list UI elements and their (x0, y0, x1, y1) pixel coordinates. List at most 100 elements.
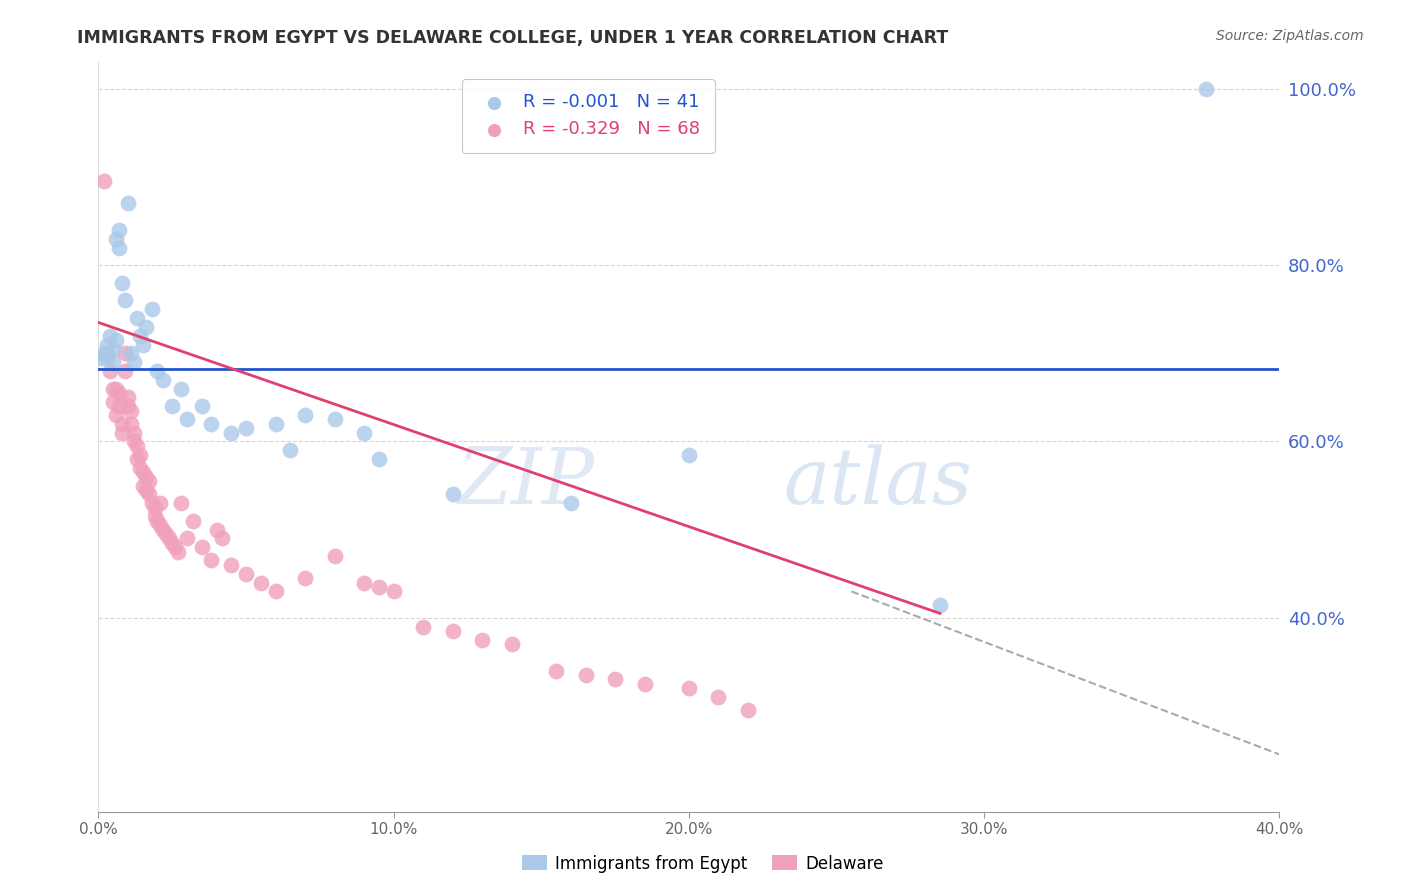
Point (353, 575, 375, 590)
Point (111, 417, 134, 431)
Point (114, 364, 136, 378)
Point (117, 391, 139, 405)
Point (93, 174, 115, 188)
Point (103, 382, 125, 396)
Point (323, 549, 346, 563)
Point (103, 342, 125, 356)
Point (114, 293, 136, 308)
Point (353, 425, 375, 440)
Point (501, 637, 523, 651)
Point (155, 527, 177, 541)
Point (634, 677, 657, 691)
Point (141, 496, 163, 510)
Point (205, 523, 228, 537)
Point (132, 478, 155, 492)
Text: Source: ZipAtlas.com: Source: ZipAtlas.com (1216, 29, 1364, 43)
Point (120, 346, 142, 360)
Point (250, 575, 273, 590)
Point (200, 553, 222, 567)
Point (135, 319, 157, 334)
Point (368, 580, 391, 594)
Point (132, 337, 155, 351)
Point (294, 408, 316, 422)
Point (471, 632, 494, 647)
Point (98, 364, 121, 378)
Point (105, 382, 128, 396)
Point (108, 223, 131, 237)
Point (221, 425, 243, 440)
Point (200, 417, 222, 431)
Point (128, 448, 150, 462)
Point (146, 514, 169, 528)
Point (128, 461, 150, 475)
Point (191, 399, 214, 413)
Point (141, 302, 163, 317)
Point (737, 703, 759, 717)
Point (111, 276, 134, 290)
Legend: Immigrants from Egypt, Delaware: Immigrants from Egypt, Delaware (515, 848, 891, 880)
Point (294, 571, 316, 585)
Point (103, 355, 125, 369)
Point (170, 382, 193, 396)
Point (122, 425, 145, 440)
Point (678, 681, 700, 696)
Point (157, 532, 180, 546)
Point (211, 532, 233, 546)
Point (575, 668, 598, 682)
Point (280, 443, 302, 458)
Point (170, 496, 193, 510)
Point (181, 514, 204, 528)
Point (162, 399, 183, 413)
Point (235, 566, 257, 581)
Point (167, 544, 190, 558)
Point (264, 417, 287, 431)
Point (146, 364, 169, 378)
Point (678, 448, 700, 462)
Point (138, 474, 160, 488)
Point (368, 452, 391, 467)
Point (105, 333, 128, 347)
Point (108, 241, 131, 255)
Point (546, 664, 568, 678)
Point (108, 399, 131, 413)
Point (235, 421, 257, 435)
Point (125, 439, 148, 453)
Point (114, 346, 136, 360)
Point (96, 337, 118, 351)
Point (149, 518, 172, 533)
Text: IMMIGRANTS FROM EGYPT VS DELAWARE COLLEGE, UNDER 1 YEAR CORRELATION CHART: IMMIGRANTS FROM EGYPT VS DELAWARE COLLEG… (77, 29, 949, 46)
Point (382, 584, 405, 599)
Point (176, 412, 198, 426)
Point (128, 328, 150, 343)
Point (264, 584, 287, 599)
Point (165, 541, 187, 555)
Text: ZIP: ZIP (457, 444, 595, 520)
Point (132, 466, 155, 480)
Point (560, 496, 582, 510)
Point (1195, 82, 1218, 96)
Point (149, 496, 172, 510)
Point (441, 487, 464, 501)
Point (929, 598, 952, 612)
Point (412, 619, 434, 633)
Point (162, 536, 183, 550)
Point (152, 373, 174, 387)
Point (98, 328, 121, 343)
Point (152, 523, 174, 537)
Point (135, 483, 157, 497)
Point (605, 673, 627, 687)
Point (221, 558, 243, 572)
Point (93, 346, 115, 360)
Point (117, 399, 139, 413)
Point (96, 346, 118, 360)
Point (191, 541, 214, 555)
Point (96, 351, 118, 365)
Point (103, 394, 125, 409)
Point (105, 232, 128, 246)
Point (120, 403, 142, 417)
Point (105, 408, 128, 422)
Point (323, 412, 346, 426)
Point (143, 509, 166, 524)
Point (108, 386, 131, 401)
Point (122, 355, 145, 369)
